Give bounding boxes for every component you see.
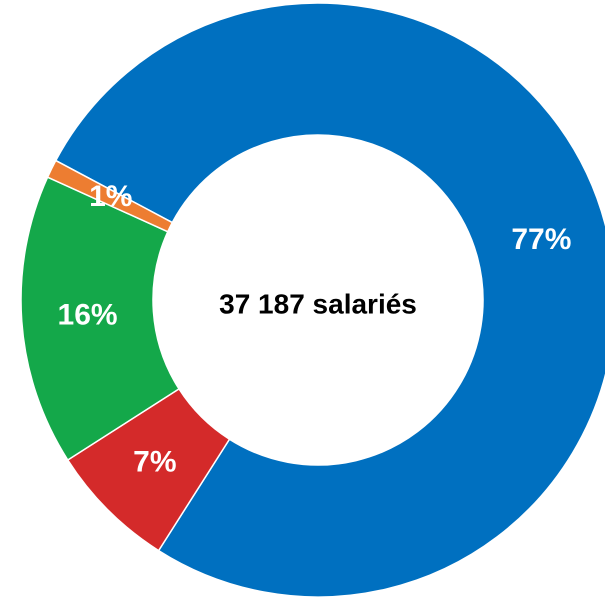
center-label: 37 187 salariés [219, 288, 417, 319]
value-label: 16% [58, 298, 118, 331]
slice [20, 176, 181, 462]
value-label: 1% [89, 180, 132, 213]
slice [54, 2, 605, 598]
slice [46, 159, 174, 233]
value-label: 77% [511, 223, 571, 256]
value-label: 7% [133, 445, 176, 478]
